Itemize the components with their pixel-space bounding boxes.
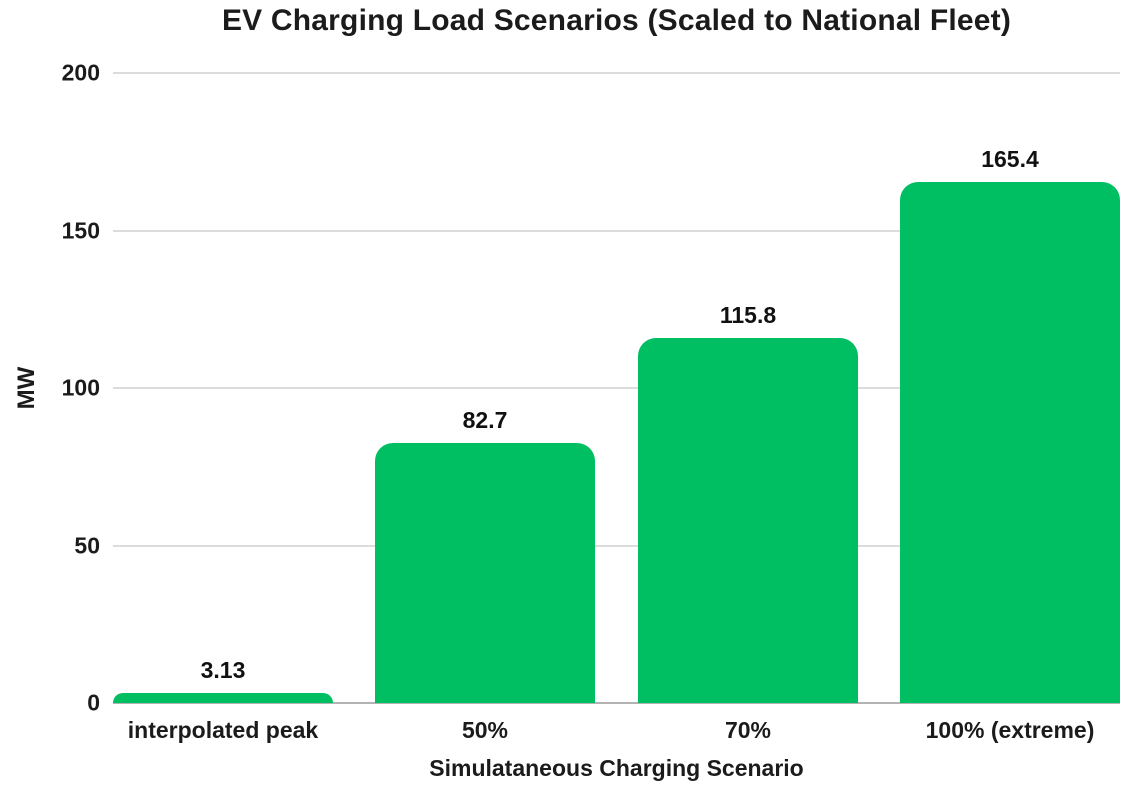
x-tick-label-1: interpolated peak (127, 717, 319, 743)
bar-2 (375, 442, 595, 703)
bar-1 (113, 693, 333, 703)
x-axis-title: Simulataneous Charging Scenario (429, 755, 804, 781)
x-tick-label-2: 50% (461, 717, 509, 743)
y-tick-label-200: 200 (61, 59, 100, 86)
bar-value-label-1: 3.13 (200, 657, 246, 684)
chart-title: EV Charging Load Scenarios (Scaled to Na… (221, 4, 1012, 37)
y-tick-label-100: 100 (61, 374, 100, 401)
bar-value-label-2: 82.7 (462, 406, 508, 433)
x-tick-label-4: 100% (extreme) (925, 717, 1095, 743)
gridline-y-200 (113, 72, 1120, 74)
y-tick-label-150: 150 (61, 217, 100, 243)
gridline-y-100 (113, 387, 1120, 389)
bar-value-label-3: 115.8 (719, 302, 777, 329)
y-tick-label-50: 50 (74, 532, 100, 558)
bar-value-label-4: 165.4 (981, 146, 1039, 172)
y-axis-ticks: 0 50 100 150 200 (0, 61, 100, 714)
gridline-y-50 (113, 544, 1120, 547)
x-axis-baseline (113, 702, 1120, 704)
gridline-y-150 (113, 229, 1120, 232)
bar-4 (900, 182, 1120, 703)
plot-area: 3.13 interpolated peak 82.7 50% 115.8 70% 165.… (113, 72, 1120, 743)
x-tick-label-3: 70% (724, 717, 772, 743)
y-tick-label-0: 0 (87, 689, 100, 716)
bar-3 (638, 338, 858, 703)
